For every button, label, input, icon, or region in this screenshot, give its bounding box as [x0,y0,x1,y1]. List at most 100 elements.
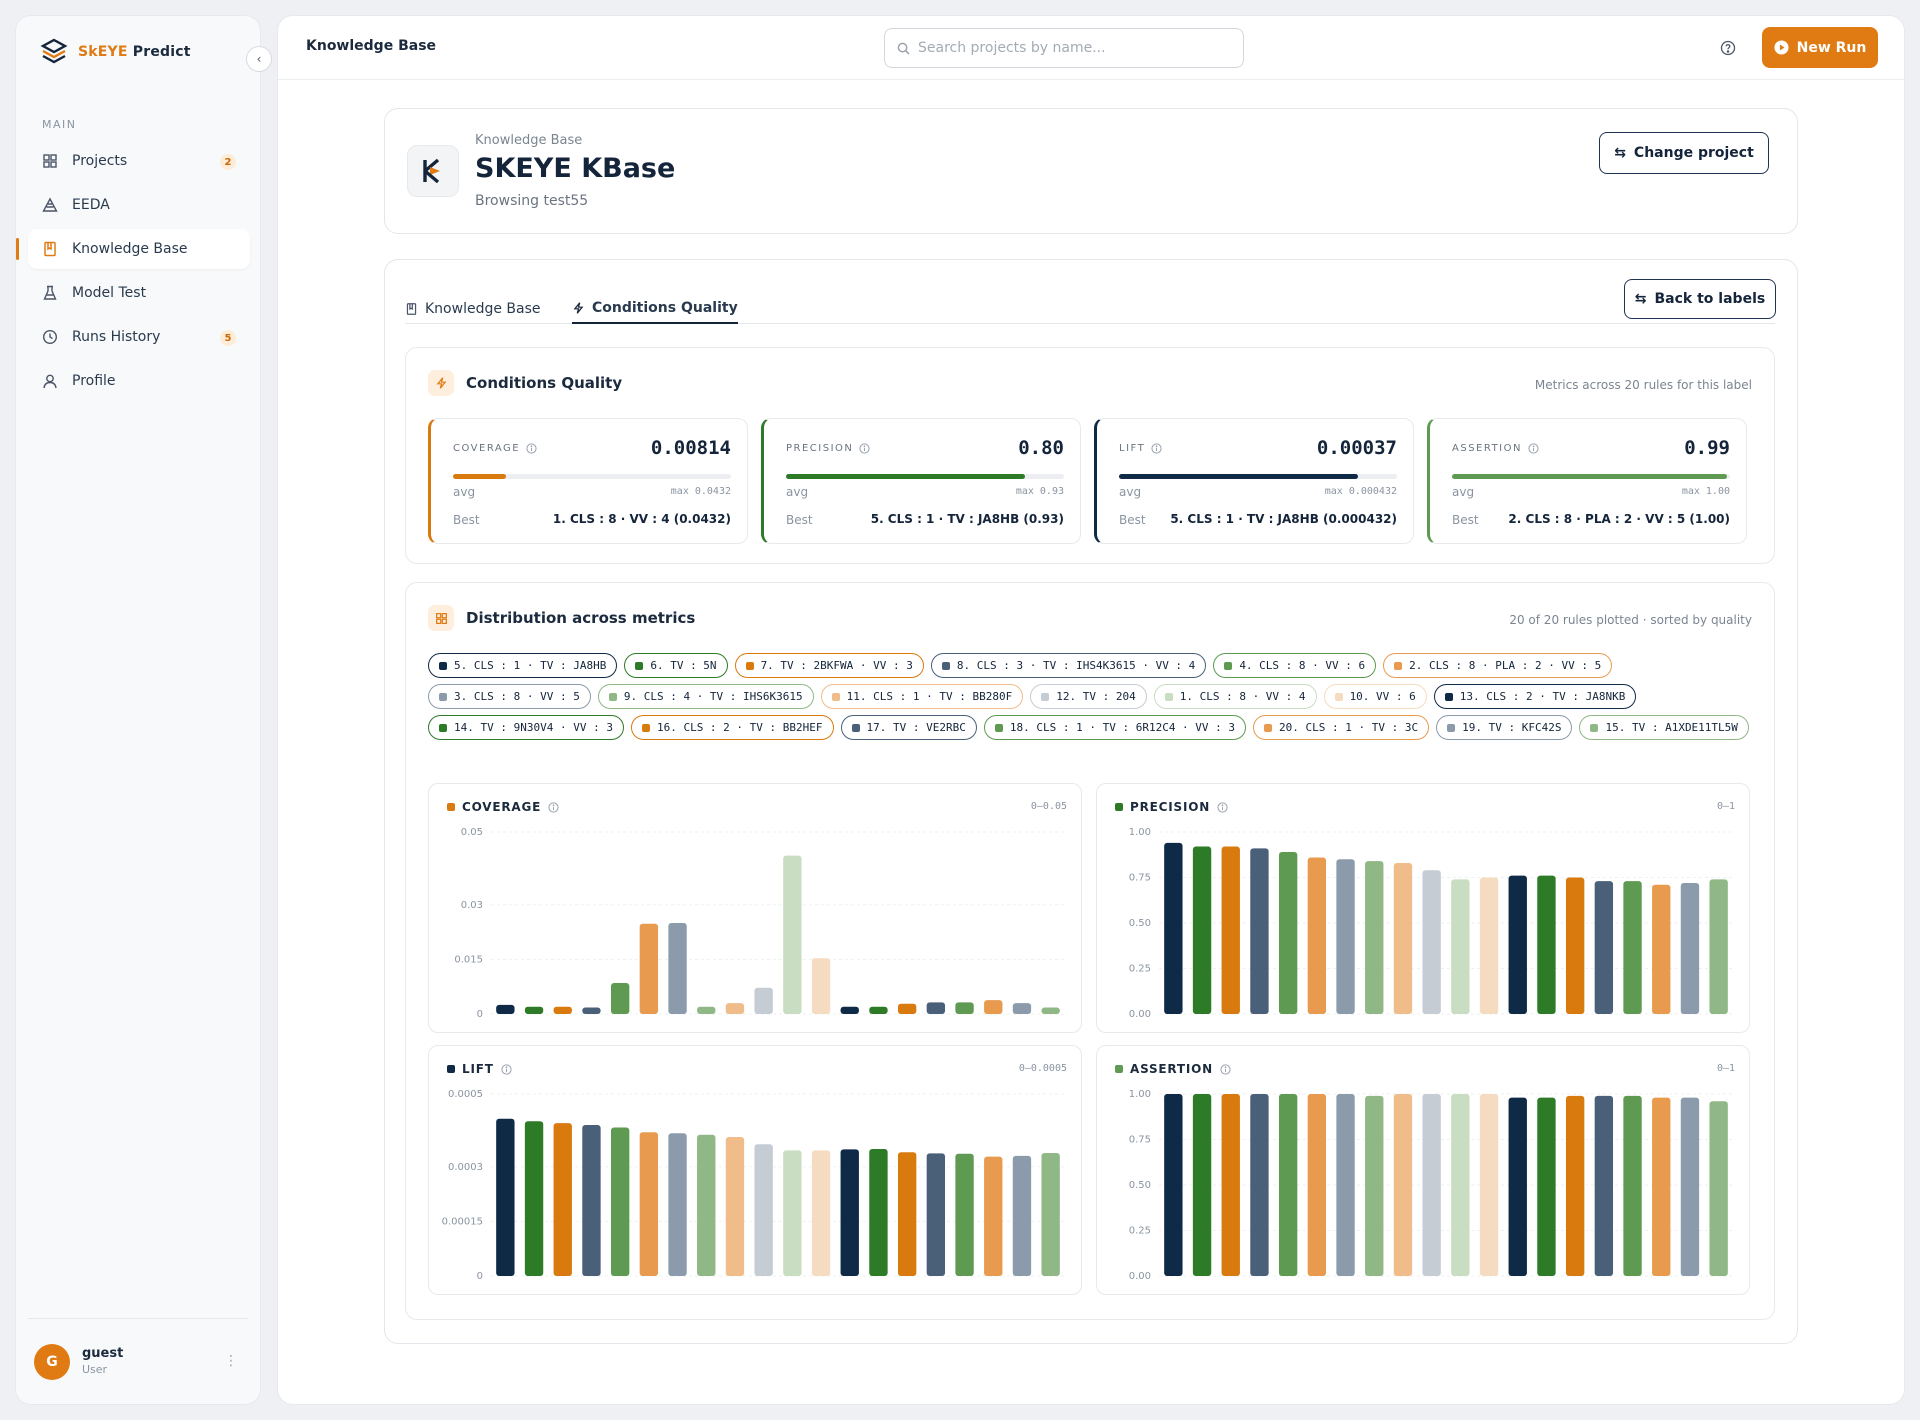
bar[interactable] [610,983,630,1014]
sidebar-item-profile[interactable]: Profile [28,361,250,401]
bar[interactable] [1221,846,1240,1014]
bar[interactable] [1365,861,1384,1014]
bar[interactable] [1250,1094,1269,1276]
bar[interactable] [926,1153,946,1276]
bar[interactable] [1422,1094,1441,1276]
bar[interactable] [1192,846,1212,1014]
bar[interactable] [582,1007,601,1014]
info-icon[interactable] [1151,443,1162,454]
bar[interactable] [1680,1097,1700,1276]
bar[interactable] [1565,877,1585,1015]
bar[interactable] [1250,848,1269,1014]
bar[interactable] [754,987,773,1014]
bar[interactable] [811,958,831,1014]
bar[interactable] [1680,882,1700,1014]
bar[interactable] [1192,1094,1212,1276]
bar[interactable] [1278,852,1298,1014]
rule-chip[interactable]: 9. CLS : 4 · TV : IHS6K3615 [597,684,814,709]
bar[interactable] [1041,1007,1060,1014]
bar[interactable] [639,923,659,1014]
bar[interactable] [1164,842,1183,1014]
bar[interactable] [1623,1095,1642,1276]
info-icon[interactable] [1217,801,1228,813]
rule-chip[interactable]: 6. TV : 5N [624,653,728,678]
bar[interactable] [1508,1097,1527,1276]
bar[interactable] [1393,1094,1413,1276]
info-icon[interactable] [526,443,537,454]
bar[interactable] [1709,879,1728,1014]
rule-chip[interactable]: 13. CLS : 2 · TV : JA8NKB [1433,684,1637,709]
bar[interactable] [1012,1003,1032,1014]
bar[interactable] [1479,877,1499,1015]
rule-chip[interactable]: 5. CLS : 1 · TV : JA8HB [428,653,618,678]
rule-chip[interactable]: 10. VV : 6 [1323,684,1427,709]
bar[interactable] [610,1127,630,1276]
bar[interactable] [1479,1094,1499,1276]
bar[interactable] [1565,1095,1585,1276]
bar[interactable] [754,1144,773,1276]
bar[interactable] [897,1152,917,1276]
bar[interactable] [1451,1094,1470,1276]
rule-chip[interactable]: 4. CLS : 8 · VV : 6 [1213,653,1377,678]
bar[interactable] [1307,1094,1327,1276]
bar[interactable] [869,1148,888,1276]
brand[interactable]: SkEYE Predict [40,38,191,66]
sidebar-item-projects[interactable]: Projects 2 [28,141,250,181]
more-vertical-icon[interactable]: ⋮ [224,1353,238,1369]
collapse-sidebar-button[interactable]: ‹ [246,46,272,72]
bar[interactable] [1594,881,1614,1014]
bar[interactable] [955,1002,974,1014]
bar[interactable] [1307,857,1327,1014]
rule-chip[interactable]: 11. CLS : 1 · TV : BB280F [820,684,1024,709]
bar[interactable] [1336,1094,1355,1276]
bar[interactable] [840,1006,859,1014]
rule-chip[interactable]: 3. CLS : 8 · VV : 5 [428,684,591,709]
bar[interactable] [897,1003,917,1014]
user-profile[interactable]: G guest User ⋮ [28,1318,248,1404]
info-icon[interactable] [1528,443,1539,454]
bar[interactable] [496,1118,515,1276]
bar[interactable] [1012,1155,1032,1276]
bar[interactable] [725,1003,745,1014]
bar[interactable] [840,1149,859,1276]
rule-chip[interactable]: 8. CLS : 3 · TV : IHS4K3615 · VV : 4 [930,653,1207,678]
bar[interactable] [1652,1097,1671,1276]
bar[interactable] [955,1153,974,1276]
bar[interactable] [1164,1094,1183,1276]
bar[interactable] [1652,884,1671,1014]
bar[interactable] [668,923,687,1014]
search-box[interactable] [884,28,1244,68]
bar[interactable] [668,1133,687,1276]
rule-chip[interactable]: 14. TV : 9N30V4 · VV : 3 [428,715,624,740]
bar[interactable] [1508,875,1527,1014]
rule-chip[interactable]: 16. CLS : 2 · TV : BB2HEF [630,715,834,740]
bar[interactable] [1537,875,1556,1014]
bar[interactable] [697,1006,716,1014]
bar[interactable] [1393,862,1413,1014]
bar[interactable] [1365,1095,1384,1276]
rule-chip[interactable]: 17. TV : VE2RBC [840,715,977,740]
bar[interactable] [1594,1095,1614,1276]
bar[interactable] [553,1123,572,1276]
bar[interactable] [1451,879,1470,1014]
rule-chip[interactable]: 7. TV : 2BKFWA · VV : 3 [734,653,924,678]
bar[interactable] [984,1000,1003,1014]
tab-conditions-quality[interactable]: Conditions Quality [572,294,738,324]
sidebar-item-runs-history[interactable]: Runs History 5 [28,317,250,357]
change-project-button[interactable]: ⇆ Change project [1599,132,1769,174]
bar[interactable] [1336,859,1355,1014]
back-to-labels-button[interactable]: ⇆ Back to labels [1624,279,1776,319]
info-icon[interactable] [501,1063,512,1075]
info-icon[interactable] [548,801,559,813]
bar[interactable] [1422,870,1441,1014]
bar[interactable] [783,855,802,1014]
bar[interactable] [496,1004,515,1014]
bar[interactable] [1537,1097,1556,1276]
sidebar-item-knowledge-base[interactable]: Knowledge Base [16,229,250,269]
bar[interactable] [811,1150,831,1276]
bar[interactable] [524,1006,544,1014]
info-icon[interactable] [859,443,870,454]
sidebar-item-eeda[interactable]: EEDA [28,185,250,225]
search-input[interactable] [918,40,1218,56]
bar[interactable] [869,1006,888,1014]
